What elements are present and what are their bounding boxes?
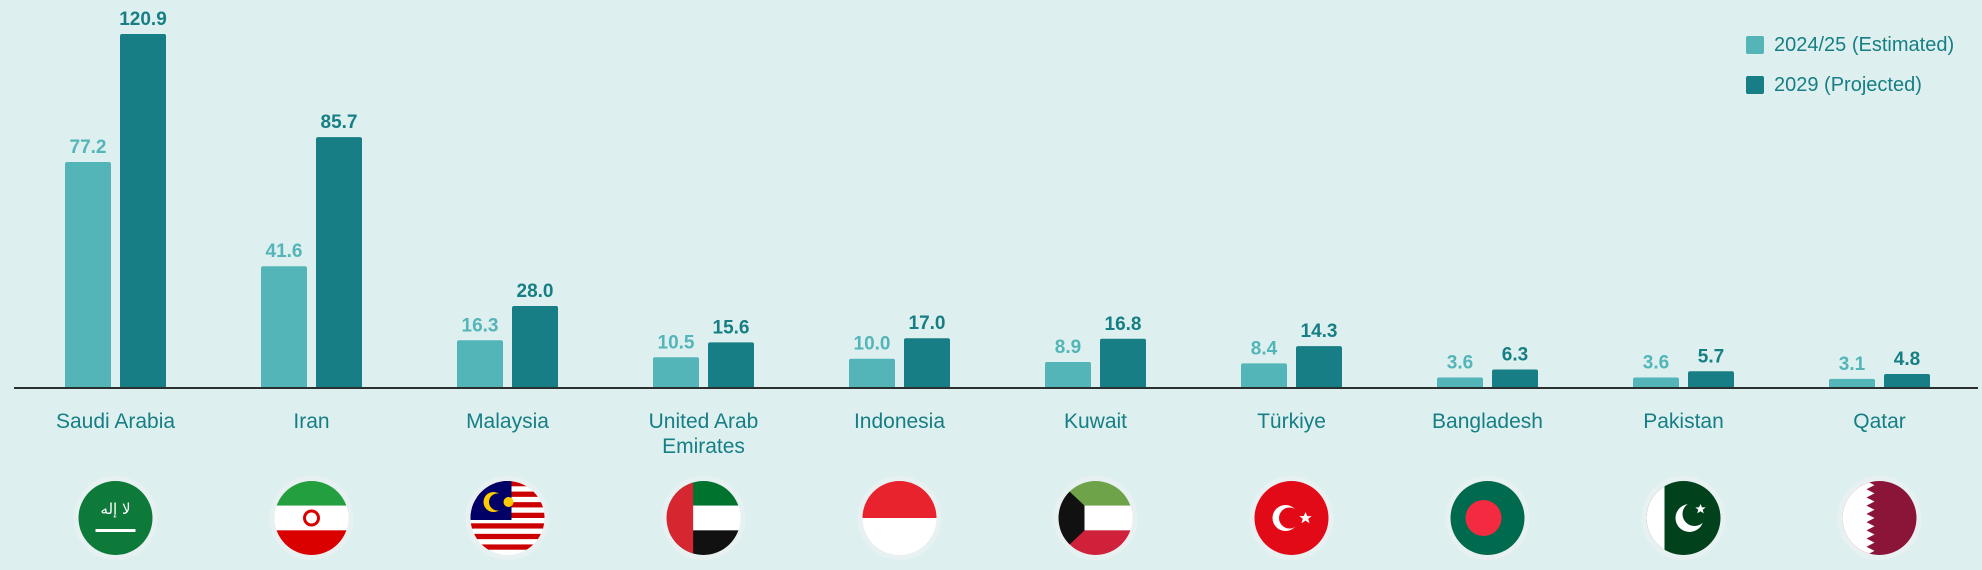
bar-estimated-8	[1633, 377, 1679, 388]
legend-label-0: 2024/25 (Estimated)	[1774, 34, 1954, 56]
bar-projected-8	[1688, 371, 1734, 388]
data-label-projected-2: 28.0	[517, 281, 554, 302]
bar-estimated-3	[653, 357, 699, 388]
category-labels: Saudi Arabia Iran Malaysia United ArabEmira…	[56, 410, 1906, 458]
uae-flag-icon	[661, 476, 746, 560]
category-label-7: Bangladesh	[1432, 410, 1543, 433]
data-label-projected-8: 5.7	[1698, 346, 1724, 367]
legend: 2024/25 (Estimated) 2029 (Projected)	[1746, 34, 1954, 96]
bar-projected-7	[1492, 369, 1538, 388]
svg-text:لا إله: لا إله	[100, 500, 130, 518]
data-label-estimated-9: 3.1	[1839, 354, 1866, 375]
category-label-2: Malaysia	[466, 410, 549, 433]
data-label-projected-6: 14.3	[1301, 321, 1338, 342]
bar-estimated-6	[1241, 363, 1287, 388]
category-label-0: Saudi Arabia	[56, 410, 175, 433]
legend-label-1: 2029 (Projected)	[1774, 74, 1922, 96]
category-label-1: Iran	[293, 410, 329, 433]
data-label-estimated-6: 8.4	[1251, 338, 1278, 359]
bar-projected-5	[1100, 338, 1146, 388]
bars-group: 77.2 120.9 41.6 85.7 16.3 28.0 10.5 15.6 10.0 17.…	[65, 9, 1930, 388]
data-label-estimated-0: 77.2	[70, 137, 107, 158]
bar-projected-9	[1884, 373, 1930, 388]
category-label-6: Türkiye	[1257, 410, 1326, 433]
bangladesh-flag-icon	[1445, 476, 1530, 560]
pakistan-flag-icon	[1641, 476, 1726, 560]
data-label-projected-9: 4.8	[1894, 349, 1920, 370]
turkiye-flag-icon	[1249, 476, 1334, 560]
category-label-3: Emirates	[662, 435, 745, 458]
legend-swatch-0	[1746, 36, 1764, 54]
malaysia-flag-icon	[465, 476, 550, 560]
data-label-estimated-8: 3.6	[1643, 352, 1669, 373]
data-label-estimated-5: 8.9	[1055, 337, 1081, 358]
category-label-8: Pakistan	[1643, 410, 1724, 433]
bar-estimated-2	[457, 340, 503, 388]
bar-projected-0	[120, 34, 166, 388]
category-label-5: Kuwait	[1064, 410, 1127, 433]
indonesia-flag-icon	[857, 476, 942, 560]
bar-projected-1	[316, 137, 362, 388]
category-label-4: Indonesia	[854, 410, 945, 433]
data-label-projected-1: 85.7	[321, 112, 358, 133]
bar-projected-6	[1296, 346, 1342, 388]
qatar-flag-icon	[1837, 476, 1922, 560]
bar-projected-3	[708, 342, 754, 388]
category-label-9: Qatar	[1853, 410, 1906, 433]
data-label-projected-3: 15.6	[713, 317, 750, 338]
bar-estimated-4	[849, 358, 895, 388]
data-label-estimated-2: 16.3	[462, 315, 499, 336]
iran-flag-icon	[269, 476, 354, 560]
bar-projected-2	[512, 306, 558, 388]
data-label-projected-7: 6.3	[1502, 345, 1528, 366]
data-label-projected-5: 16.8	[1105, 314, 1142, 335]
data-label-estimated-4: 10.0	[854, 334, 891, 355]
bar-estimated-1	[261, 266, 307, 388]
saudi-arabia-flag-icon: لا إله	[73, 476, 158, 560]
data-label-estimated-1: 41.6	[266, 241, 303, 262]
data-label-projected-4: 17.0	[909, 313, 946, 334]
bar-estimated-0	[65, 161, 111, 388]
flags-row: لا إله	[73, 476, 1922, 560]
legend-swatch-1	[1746, 76, 1764, 94]
data-label-estimated-3: 10.5	[658, 332, 695, 353]
kuwait-flag-icon	[1053, 476, 1138, 560]
bar-estimated-9	[1829, 378, 1875, 388]
category-label-3: United Arab	[649, 410, 759, 433]
bar-estimated-7	[1437, 377, 1483, 388]
data-label-projected-0: 120.9	[119, 9, 167, 30]
data-label-estimated-7: 3.6	[1447, 352, 1473, 373]
bar-estimated-5	[1045, 361, 1091, 388]
bar-projected-4	[904, 338, 950, 388]
